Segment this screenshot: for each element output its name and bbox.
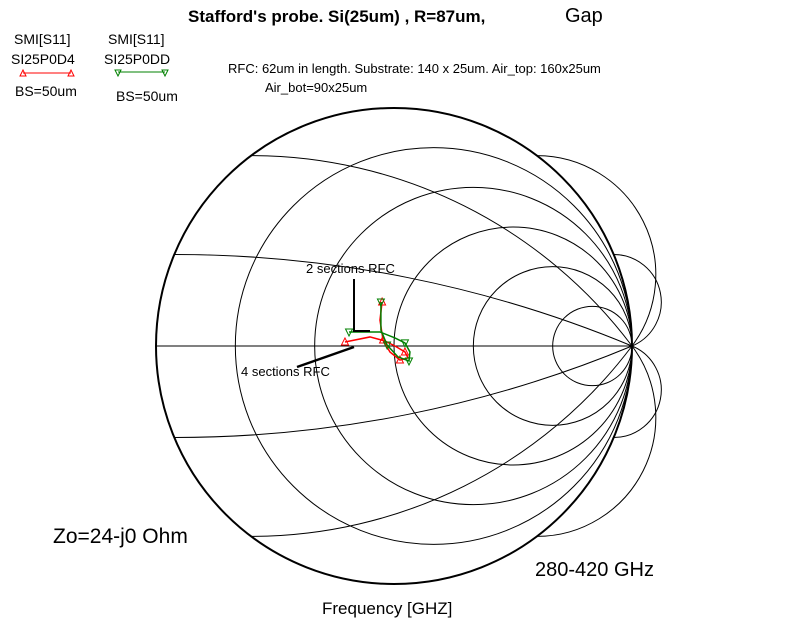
annotation-2-sections: 2 sections RFC — [306, 261, 395, 276]
reactance-arc-0.2 — [174, 253, 633, 347]
legend-marker-2b — [161, 69, 169, 78]
frequency-range-label: 280-420 GHz — [535, 559, 654, 581]
marker-SI25P0D4 — [340, 336, 350, 346]
chart-title-suffix: Gap — [565, 5, 603, 27]
marker-SI25P0DD — [400, 339, 410, 349]
legend-line-2 — [114, 69, 169, 78]
legend-measurement-2: SMI[S11] — [108, 31, 165, 47]
marker-SI25P0DD — [382, 341, 392, 351]
reactance-arc-neg-2 — [536, 345, 657, 537]
marker-SI25P0DD — [404, 357, 414, 367]
chart-title: Stafford's probe. Si(25um) , R=87um, — [188, 7, 486, 26]
trace-SI25P0DD — [349, 301, 411, 363]
subtitle-line-2: Air_bot=90x25um — [265, 80, 368, 95]
legend-name-2: SI25P0DD — [104, 51, 171, 67]
legend-note-2: BS=50um — [116, 88, 178, 104]
marker-SI25P0DD — [344, 328, 354, 338]
reactance-arc-neg-0.2 — [174, 345, 633, 439]
legend-measurement-1: SMI[S11] — [14, 31, 71, 47]
annotation-leader-2-sections — [353, 279, 370, 332]
reactance-arc-neg-0.5 — [251, 345, 633, 537]
legend-name-1: SI25P0D4 — [11, 51, 75, 67]
legend-note-1: BS=50um — [15, 83, 77, 99]
legend-marker-1a — [19, 68, 27, 77]
marker-SI25P0DD — [376, 298, 386, 308]
impedance-label: Zo=24-j0 Ohm — [53, 525, 188, 548]
reactance-arc-neg-5 — [613, 345, 662, 439]
x-axis-label: Frequency [GHZ] — [322, 599, 453, 618]
subtitle-line-1: RFC: 62um in length. Substrate: 140 x 25… — [228, 61, 601, 76]
annotation-4-sections: 4 sections RFC — [241, 364, 330, 379]
reactance-arc-2 — [536, 155, 657, 347]
legend-marker-2a — [114, 69, 122, 78]
marker-SI25P0D4 — [395, 354, 405, 364]
reactance-arc-5 — [613, 253, 662, 347]
legend-marker-1b — [67, 68, 75, 77]
traces — [340, 296, 414, 367]
legend-line-1 — [19, 68, 75, 77]
marker-SI25P0D4 — [377, 296, 387, 306]
marker-SI25P0D4 — [400, 346, 410, 356]
reactance-arc-0.5 — [251, 155, 633, 347]
annotation-leader-4-sections — [296, 345, 355, 369]
